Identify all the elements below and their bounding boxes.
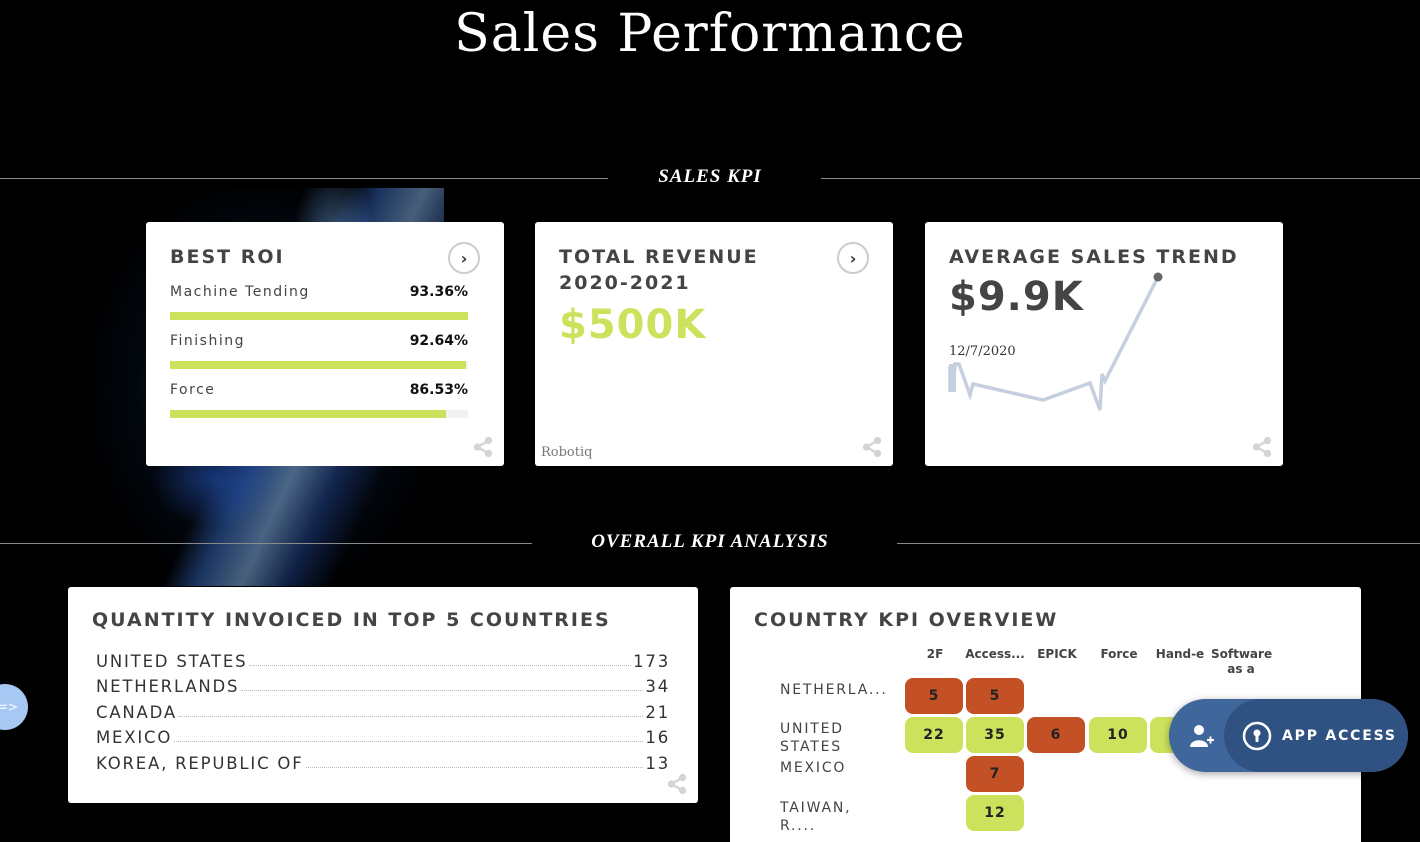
- column-header: Hand-e: [1155, 647, 1205, 661]
- section-title: SALES KPI: [658, 166, 762, 187]
- share-icon[interactable]: [861, 436, 883, 458]
- divider-line: [897, 543, 1420, 544]
- roi-progress-track: [170, 312, 468, 320]
- leader-dots: [305, 766, 644, 768]
- leader-dots: [241, 690, 644, 692]
- app-access-button[interactable]: APP ACCESS: [1169, 699, 1408, 772]
- card-title: AVERAGE SALES TREND: [949, 246, 1239, 268]
- card-title: BEST ROI: [170, 246, 285, 268]
- leader-dots: [178, 715, 644, 717]
- quantity-value: 16: [645, 728, 670, 748]
- roi-progress-fill: [170, 312, 468, 320]
- roi-label: Finishing: [170, 333, 246, 349]
- heatmap-cell[interactable]: 5: [966, 678, 1024, 714]
- total-revenue-card: TOTAL REVENUE 2020-2021 › $500K Robotiq: [535, 222, 893, 466]
- open-details-button[interactable]: ›: [448, 242, 480, 274]
- card-title-line2: 2020-2021: [559, 272, 691, 294]
- list-item: KOREA, REPUBLIC OF 13: [96, 747, 670, 773]
- leader-dots: [249, 664, 632, 666]
- roi-value: 92.64%: [409, 333, 468, 349]
- row-label: NETHERLA...: [780, 682, 888, 698]
- quantity-value: 13: [645, 753, 670, 773]
- column-header: Software as a: [1211, 647, 1273, 676]
- country-name: UNITED STATES: [96, 651, 248, 671]
- row-label: UNITED STATES: [780, 721, 844, 755]
- heatmap-cell[interactable]: 35: [966, 717, 1024, 753]
- best-roi-card: BEST ROI › Machine Tending 93.36% Finish…: [146, 222, 504, 466]
- app-access-label: APP ACCESS: [1282, 727, 1397, 744]
- share-icon[interactable]: [1251, 436, 1273, 458]
- add-user-icon[interactable]: [1189, 723, 1215, 749]
- roi-label: Machine Tending: [170, 284, 310, 300]
- roi-progress-fill: [170, 361, 466, 369]
- roi-label: Force: [170, 382, 216, 398]
- keyhole-icon: [1242, 721, 1272, 750]
- column-header: Force: [1100, 647, 1138, 661]
- trend-date-label: 12/7/2020: [949, 344, 1016, 359]
- roi-progress-track: [170, 361, 468, 369]
- list-item: NETHERLANDS 34: [96, 671, 670, 697]
- list-item: UNITED STATES 173: [96, 645, 670, 671]
- app-access-pill[interactable]: APP ACCESS: [1224, 699, 1408, 772]
- card-title-line1: TOTAL REVENUE: [559, 246, 759, 268]
- code-arrow-icon: =>: [0, 700, 18, 714]
- roi-row: Force 86.53%: [170, 382, 468, 422]
- average-sales-trend-card: AVERAGE SALES TREND $9.9K 12/7/2020: [925, 222, 1283, 466]
- row-label: MEXICO: [780, 760, 847, 776]
- chevron-right-icon: ›: [849, 248, 857, 268]
- share-icon[interactable]: [472, 436, 494, 458]
- quantity-invoiced-card: QUANTITY INVOICED IN TOP 5 COUNTRIES UNI…: [68, 587, 698, 803]
- sparkline-bar: [949, 364, 956, 392]
- heatmap-cell[interactable]: 5: [905, 678, 963, 714]
- quantity-value: 173: [633, 651, 670, 671]
- card-title: QUANTITY INVOICED IN TOP 5 COUNTRIES: [92, 609, 611, 631]
- roi-value: 93.36%: [409, 284, 468, 300]
- divider-line: [0, 543, 532, 544]
- quantity-value: 21: [645, 702, 670, 722]
- list-item: CANADA 21: [96, 696, 670, 722]
- roi-value: 86.53%: [409, 382, 468, 398]
- column-header: 2F: [926, 647, 944, 661]
- chevron-right-icon: ›: [460, 248, 468, 268]
- heatmap-cell[interactable]: 6: [1027, 717, 1085, 753]
- divider-line: [821, 178, 1420, 179]
- card-title: TOTAL REVENUE 2020-2021: [559, 244, 759, 296]
- roi-progress-track: [170, 410, 468, 418]
- revenue-value: $500K: [559, 302, 707, 348]
- row-label: TAIWAN, R....: [780, 800, 852, 834]
- side-toggle-button[interactable]: =>: [0, 684, 28, 730]
- heatmap-cell[interactable]: 12: [966, 795, 1024, 831]
- sales-trend-sparkline: [948, 272, 1163, 411]
- column-header: Access...: [965, 647, 1025, 661]
- country-name: MEXICO: [96, 728, 173, 748]
- trend-value: $9.9K: [949, 274, 1084, 320]
- section-header-sales-kpi: SALES KPI: [0, 166, 1420, 190]
- heatmap-cell[interactable]: 7: [966, 756, 1024, 792]
- section-title: OVERALL KPI ANALYSIS: [591, 531, 829, 552]
- roi-row: Finishing 92.64%: [170, 333, 468, 373]
- open-details-button[interactable]: ›: [837, 242, 869, 274]
- divider-line: [0, 178, 608, 179]
- heatmap-cell[interactable]: 22: [905, 717, 963, 753]
- section-header-overall-kpi: OVERALL KPI ANALYSIS: [0, 531, 1420, 555]
- list-item: MEXICO 16: [96, 722, 670, 748]
- roi-progress-fill: [170, 410, 447, 418]
- country-name: NETHERLANDS: [96, 677, 240, 697]
- roi-row: Machine Tending 93.36%: [170, 284, 468, 324]
- card-title: COUNTRY KPI OVERVIEW: [754, 609, 1059, 631]
- brand-label: Robotiq: [541, 445, 593, 460]
- page-title: Sales Performance: [454, 4, 966, 64]
- leader-dots: [174, 741, 644, 743]
- country-name: KOREA, REPUBLIC OF: [96, 753, 304, 773]
- sparkline-endpoint: [1153, 272, 1163, 282]
- quantity-value: 34: [645, 677, 670, 697]
- country-name: CANADA: [96, 702, 177, 722]
- share-icon[interactable]: [666, 773, 688, 795]
- quantity-list: UNITED STATES 173 NETHERLANDS 34 CANADA 21 …: [96, 645, 670, 773]
- heatmap-cell[interactable]: 10: [1089, 717, 1147, 753]
- column-header: EPICK: [1037, 647, 1077, 661]
